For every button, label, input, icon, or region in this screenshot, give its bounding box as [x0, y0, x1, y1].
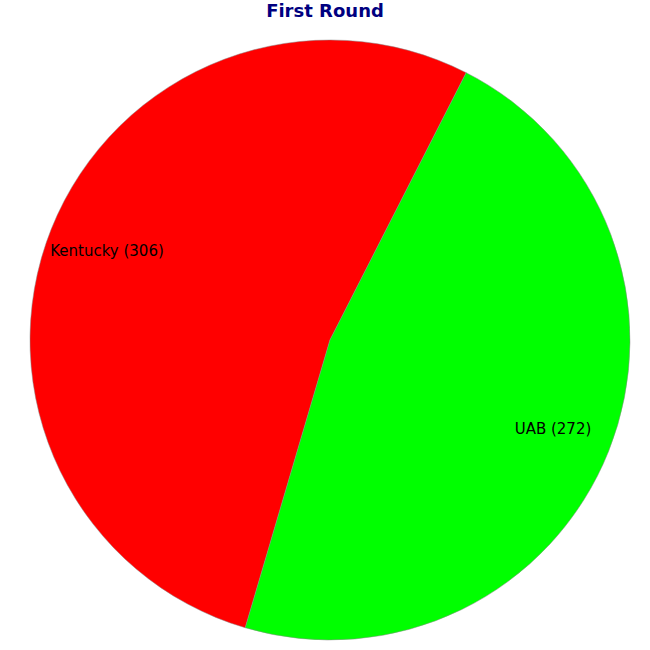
html-text:First Round: First Round — [266, 0, 384, 21]
svg-text:UAB (272): UAB (272) — [515, 420, 592, 438]
svg-text:Kentucky (306): Kentucky (306) — [50, 242, 164, 260]
